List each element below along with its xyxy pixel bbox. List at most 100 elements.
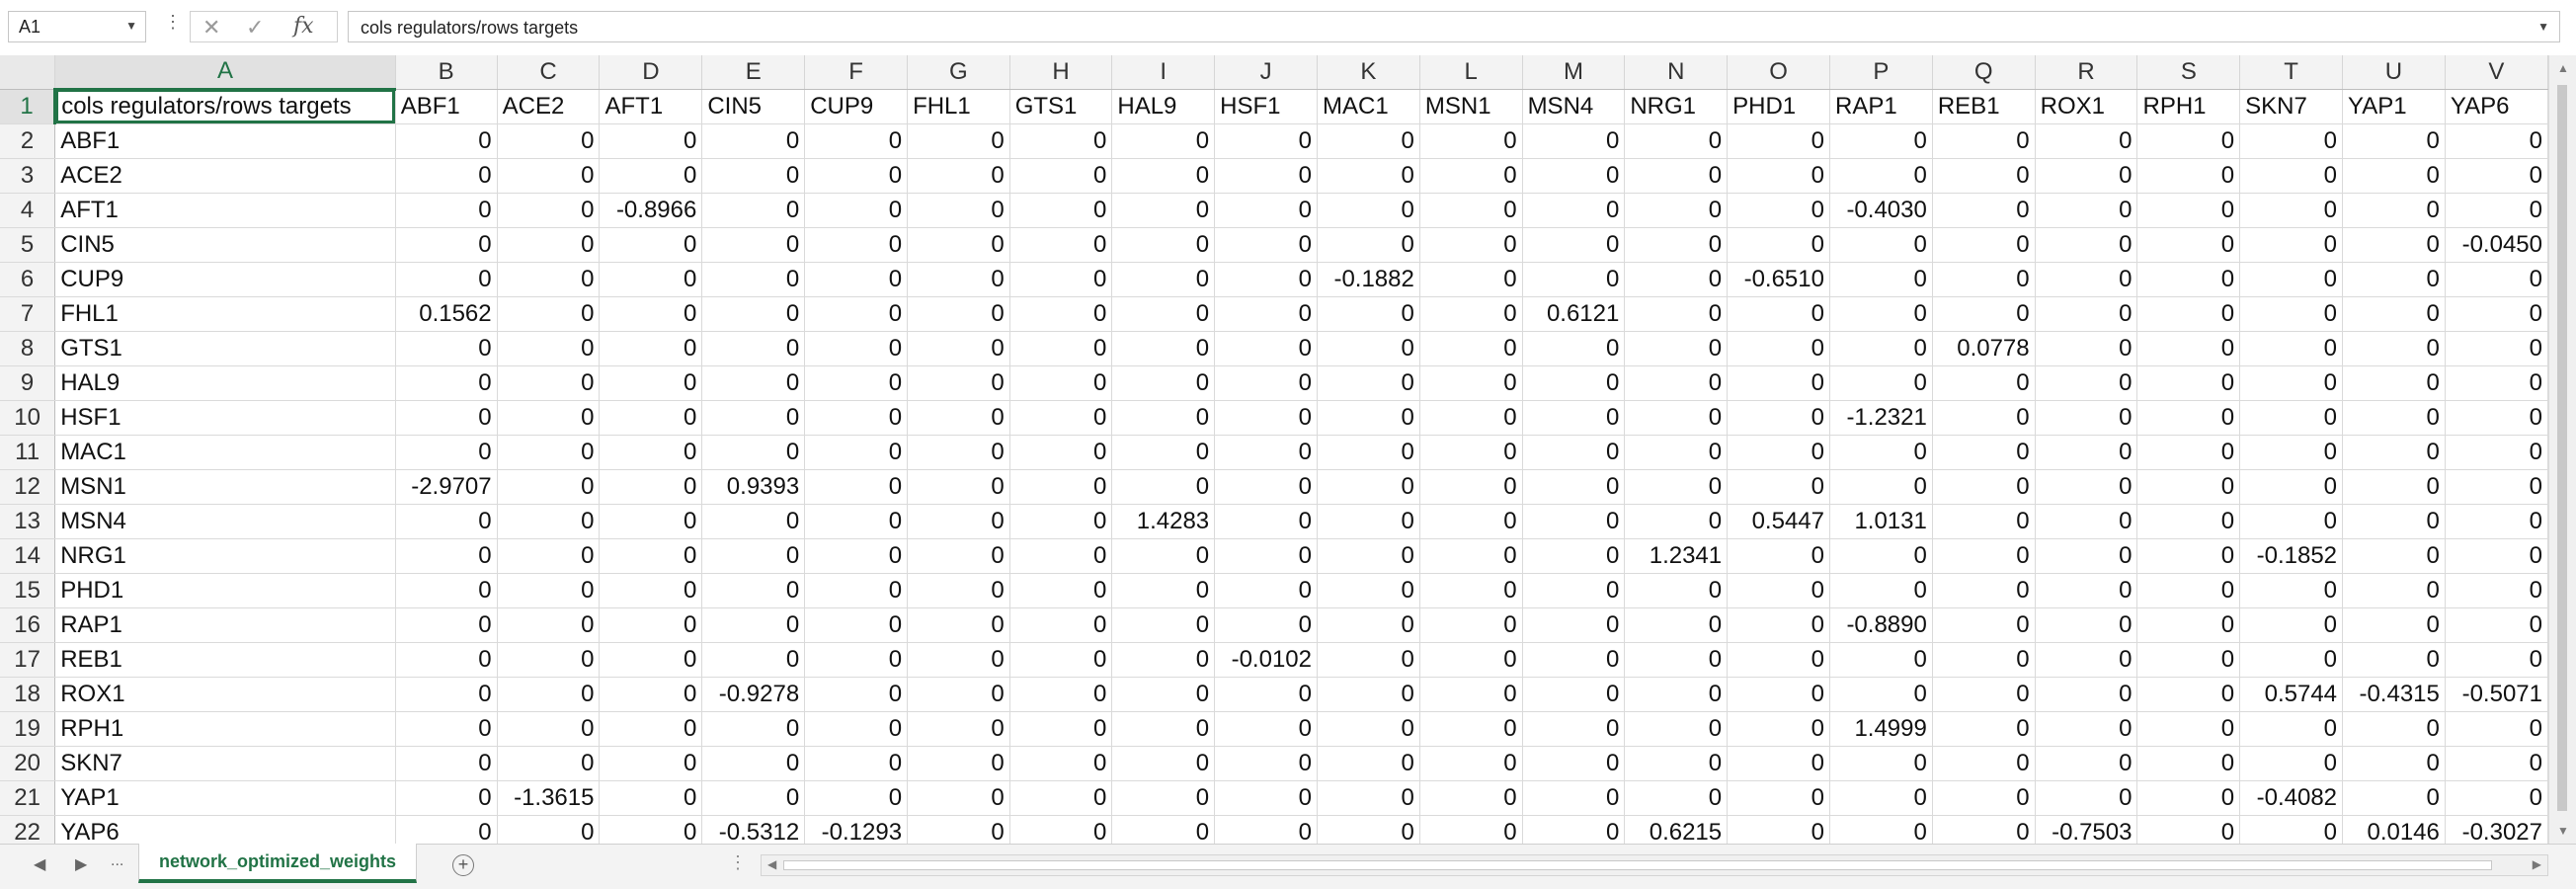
cell-e3[interactable]: 0	[701, 158, 806, 194]
cell-t18[interactable]: 0.5744	[2239, 677, 2344, 712]
cell-a17[interactable]: REB1	[54, 642, 396, 678]
column-header-m[interactable]: M	[1522, 55, 1626, 90]
cell-m2[interactable]: 0	[1522, 123, 1626, 159]
cell-l8[interactable]: 0	[1419, 331, 1523, 366]
column-header-d[interactable]: D	[599, 55, 703, 90]
cell-g7[interactable]: 0	[907, 296, 1010, 332]
cell-j13[interactable]: 0	[1214, 504, 1318, 539]
row-header-14[interactable]: 14	[0, 538, 56, 574]
cell-b12[interactable]: -2.9707	[395, 469, 498, 505]
row-header-3[interactable]: 3	[0, 158, 56, 194]
cell-j19[interactable]: 0	[1214, 711, 1318, 747]
cell-e6[interactable]: 0	[701, 262, 806, 297]
cell-l13[interactable]: 0	[1419, 504, 1523, 539]
cell-n16[interactable]: 0	[1624, 607, 1729, 643]
cell-q20[interactable]: 0	[1932, 746, 2036, 781]
cell-f18[interactable]: 0	[804, 677, 909, 712]
cell-u15[interactable]: 0	[2342, 573, 2446, 608]
cell-c7[interactable]: 0	[497, 296, 601, 332]
cell-r1[interactable]: ROX1	[2035, 89, 2138, 124]
cell-r10[interactable]: 0	[2035, 400, 2138, 436]
cell-s13[interactable]: 0	[2136, 504, 2241, 539]
cell-p19[interactable]: 1.4999	[1829, 711, 1933, 747]
horizontal-scrollbar[interactable]: ◀ ▶	[761, 854, 2548, 876]
cell-i5[interactable]: 0	[1111, 227, 1216, 263]
cell-n3[interactable]: 0	[1624, 158, 1729, 194]
expand-formula-icon[interactable]: ▼	[2537, 20, 2549, 34]
cell-c4[interactable]: 0	[497, 193, 601, 228]
cell-u10[interactable]: 0	[2342, 400, 2446, 436]
cell-o13[interactable]: 0.5447	[1727, 504, 1830, 539]
cell-j10[interactable]: 0	[1214, 400, 1318, 436]
cell-b1[interactable]: ABF1	[395, 89, 498, 124]
cell-j11[interactable]: 0	[1214, 435, 1318, 470]
cell-i10[interactable]: 0	[1111, 400, 1216, 436]
row-header-18[interactable]: 18	[0, 677, 56, 712]
cell-m4[interactable]: 0	[1522, 193, 1626, 228]
cell-p11[interactable]: 0	[1829, 435, 1933, 470]
more-options-icon[interactable]: ⋮	[164, 12, 182, 32]
cell-a3[interactable]: ACE2	[54, 158, 396, 194]
cell-g15[interactable]: 0	[907, 573, 1010, 608]
cell-g8[interactable]: 0	[907, 331, 1010, 366]
cell-o3[interactable]: 0	[1727, 158, 1830, 194]
cell-k11[interactable]: 0	[1317, 435, 1420, 470]
cell-o20[interactable]: 0	[1727, 746, 1830, 781]
cell-f14[interactable]: 0	[804, 538, 909, 574]
cell-m10[interactable]: 0	[1522, 400, 1626, 436]
cell-r20[interactable]: 0	[2035, 746, 2138, 781]
cell-h19[interactable]: 0	[1009, 711, 1113, 747]
cell-i16[interactable]: 0	[1111, 607, 1216, 643]
cell-p17[interactable]: 0	[1829, 642, 1933, 678]
cell-v22[interactable]: -0.3027	[2445, 815, 2548, 844]
cell-s6[interactable]: 0	[2136, 262, 2241, 297]
cell-s2[interactable]: 0	[2136, 123, 2241, 159]
cell-k9[interactable]: 0	[1317, 365, 1420, 401]
cell-m8[interactable]: 0	[1522, 331, 1626, 366]
cell-a16[interactable]: RAP1	[54, 607, 396, 643]
cell-f21[interactable]: 0	[804, 780, 909, 816]
cell-t14[interactable]: -0.1852	[2239, 538, 2344, 574]
cell-m1[interactable]: MSN4	[1522, 89, 1626, 124]
row-header-9[interactable]: 9	[0, 365, 56, 401]
cell-p22[interactable]: 0	[1829, 815, 1933, 844]
cell-v18[interactable]: -0.5071	[2445, 677, 2548, 712]
cell-a7[interactable]: FHL1	[54, 296, 396, 332]
cell-u6[interactable]: 0	[2342, 262, 2446, 297]
cell-p6[interactable]: 0	[1829, 262, 1933, 297]
cell-l4[interactable]: 0	[1419, 193, 1523, 228]
cell-r4[interactable]: 0	[2035, 193, 2138, 228]
cell-k13[interactable]: 0	[1317, 504, 1420, 539]
cell-s21[interactable]: 0	[2136, 780, 2241, 816]
cell-b22[interactable]: 0	[395, 815, 498, 844]
cell-i21[interactable]: 0	[1111, 780, 1216, 816]
cell-e19[interactable]: 0	[701, 711, 806, 747]
cell-g2[interactable]: 0	[907, 123, 1010, 159]
cell-d21[interactable]: 0	[599, 780, 703, 816]
cell-i17[interactable]: 0	[1111, 642, 1216, 678]
cell-q14[interactable]: 0	[1932, 538, 2036, 574]
cell-q17[interactable]: 0	[1932, 642, 2036, 678]
cell-k15[interactable]: 0	[1317, 573, 1420, 608]
row-header-10[interactable]: 10	[0, 400, 56, 436]
cell-h3[interactable]: 0	[1009, 158, 1113, 194]
cell-m15[interactable]: 0	[1522, 573, 1626, 608]
cell-g4[interactable]: 0	[907, 193, 1010, 228]
cell-k8[interactable]: 0	[1317, 331, 1420, 366]
cell-b5[interactable]: 0	[395, 227, 498, 263]
formula-input[interactable]: cols regulators/rows targets ▼	[348, 11, 2560, 42]
cell-v17[interactable]: 0	[2445, 642, 2548, 678]
cell-d8[interactable]: 0	[599, 331, 703, 366]
cell-g13[interactable]: 0	[907, 504, 1010, 539]
row-header-17[interactable]: 17	[0, 642, 56, 678]
column-header-t[interactable]: T	[2239, 55, 2344, 90]
cell-g6[interactable]: 0	[907, 262, 1010, 297]
cell-p15[interactable]: 0	[1829, 573, 1933, 608]
cell-u14[interactable]: 0	[2342, 538, 2446, 574]
cell-o12[interactable]: 0	[1727, 469, 1830, 505]
cell-h5[interactable]: 0	[1009, 227, 1113, 263]
cell-v7[interactable]: 0	[2445, 296, 2548, 332]
row-header-2[interactable]: 2	[0, 123, 56, 159]
cell-l16[interactable]: 0	[1419, 607, 1523, 643]
cell-h22[interactable]: 0	[1009, 815, 1113, 844]
